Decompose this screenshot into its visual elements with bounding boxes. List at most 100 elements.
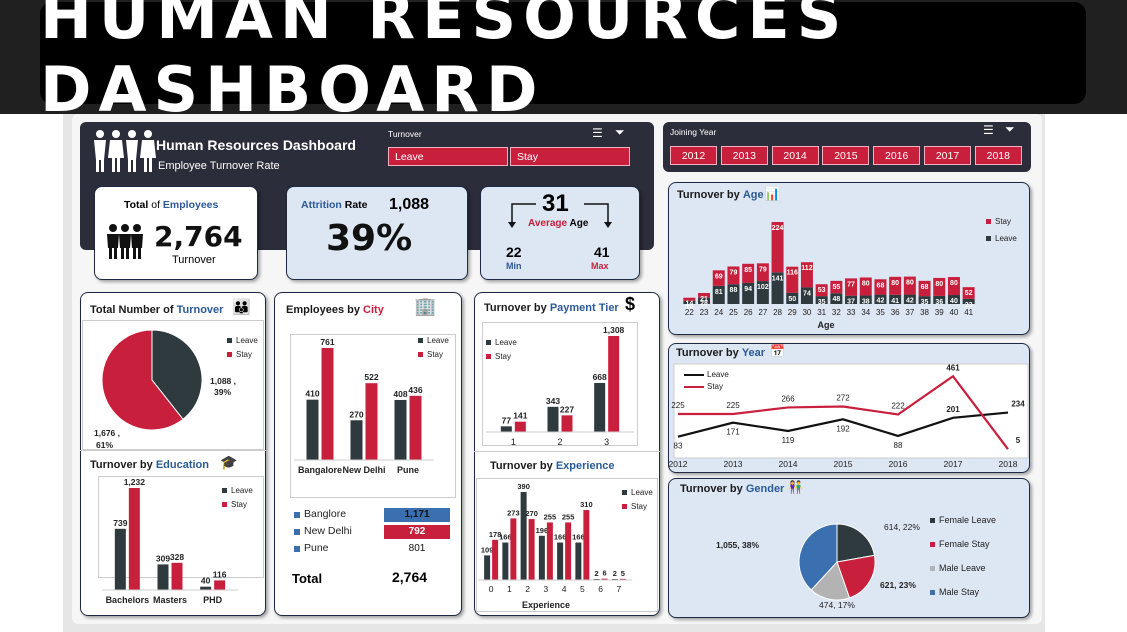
year-button-2016[interactable]: 2016	[873, 146, 921, 165]
bar-label: 80	[906, 280, 914, 287]
line-label: 119	[782, 436, 795, 445]
pie-slice-stay	[101, 329, 184, 431]
category-label: 39	[935, 308, 944, 317]
dashboard: Human Resources Dashboard Employee Turno…	[72, 114, 1042, 624]
bar-leave-age-24	[712, 285, 725, 304]
bar-label: 102	[757, 284, 769, 291]
category-label: Masters	[153, 595, 187, 605]
bar-stay-2	[561, 415, 573, 432]
year-button-2017[interactable]: 2017	[924, 146, 971, 165]
bar-leave-age-31	[815, 296, 828, 304]
bar-label: 80	[935, 281, 943, 288]
city-total-label: Total	[292, 571, 323, 586]
bar-stay-age-40	[947, 277, 960, 296]
multi-select-icon[interactable]: ☰	[592, 126, 603, 140]
bar-leave-age-34	[859, 295, 872, 304]
pie-label-leave: 1,088 ,	[210, 376, 236, 386]
pie-label-male-stay: 1,055, 38%	[716, 540, 759, 550]
experience-legend: Leave Stay	[622, 486, 653, 514]
year-filter-icon[interactable]: ⏷	[1005, 122, 1015, 136]
bar-stay-7	[619, 578, 626, 580]
bar-leave-bangalore	[306, 399, 319, 460]
x-tick: 2017	[944, 459, 963, 469]
dollar-icon: $	[625, 294, 636, 314]
year-multi-select-icon[interactable]: ☰	[983, 123, 994, 137]
bar-leave-3	[594, 382, 606, 432]
bar-label: 166	[499, 533, 512, 542]
year-title: Turnover by Year	[676, 347, 766, 359]
pie-label-stay-pct: 61%	[96, 440, 113, 450]
bar-leave-age-22	[683, 300, 696, 304]
bar-label: 80	[891, 280, 899, 287]
bar-label: 85	[744, 267, 752, 274]
category-label: 30	[802, 308, 811, 317]
line-stay	[678, 374, 1009, 450]
bar-label: 77	[847, 281, 855, 288]
bar-label: 21	[700, 296, 708, 303]
bar-stay-0	[492, 539, 499, 580]
bar-label: 270	[525, 509, 538, 518]
year-button-2014[interactable]: 2014	[771, 146, 819, 165]
bar-stay-bangalore	[321, 348, 334, 460]
average-age-label: Average Age	[528, 218, 589, 229]
gender-title: Turnover by Gender	[680, 483, 785, 495]
bar-label: 255	[544, 512, 557, 521]
city-total-value: 2,764	[392, 569, 428, 585]
bar-label: 328	[170, 552, 184, 562]
year-button-2015[interactable]: 2015	[822, 146, 870, 165]
turnover-total-pie: 1,088 ,39% 1,676 , 61%	[94, 329, 236, 450]
bar-label: 80	[950, 280, 958, 287]
bar-label: 109	[481, 545, 494, 554]
slicer-leave[interactable]: Leave	[388, 147, 508, 166]
bar-label: 23	[965, 302, 973, 309]
bar-label: 5	[621, 569, 625, 578]
year-button-2018[interactable]: 2018	[974, 146, 1022, 165]
gender-legend-item: Male Stay	[930, 580, 996, 604]
slicer-stay[interactable]: Stay	[510, 147, 630, 166]
header-title: Human Resources Dashboard	[156, 137, 356, 153]
bar-leave-age-27	[756, 281, 769, 304]
education-title: Turnover by Education	[90, 459, 209, 471]
bar-label: 81	[715, 289, 723, 296]
bar-stay-age-41	[962, 287, 975, 299]
category-label: 2	[557, 437, 562, 447]
bar-chart-icon: 📊	[764, 186, 781, 201]
filter-icon[interactable]: ⏷	[615, 125, 625, 139]
bar-label: 116	[213, 569, 227, 579]
bar-label: 14	[685, 304, 693, 311]
age-max-value: 41	[594, 244, 610, 260]
year-button-2012[interactable]: 2012	[670, 146, 717, 165]
bar-label: 166	[572, 533, 585, 542]
bar-label: 309	[156, 553, 170, 563]
bar-stay-age-39	[933, 277, 946, 296]
bar-leave-3	[538, 535, 545, 580]
gender-legend: Female Leave Female Stay Male Leave Male St…	[930, 508, 996, 604]
bar-stay-age-32	[830, 280, 843, 294]
building-icon: 🏢	[414, 296, 437, 316]
bar-label: 196	[536, 526, 549, 535]
bar-label: 224	[772, 225, 784, 232]
bar-leave-age-40	[947, 295, 960, 304]
bar-leave-age-38	[918, 296, 931, 304]
banner-title: HUMAN RESOURCES DASHBOARD	[40, 0, 849, 126]
bar-stay-age-24	[712, 270, 725, 286]
bar-leave-masters	[157, 564, 169, 590]
bar-stay-age-38	[918, 280, 931, 297]
bar-leave-2	[520, 492, 527, 580]
x-tick: 2018	[999, 459, 1018, 469]
year-button-2013[interactable]: 2013	[720, 146, 768, 165]
city-table-name: Banglore	[304, 508, 347, 520]
line-label: 201	[946, 405, 960, 414]
category-label: Pune	[397, 465, 419, 475]
category-label: 0	[489, 584, 494, 594]
bar-stay-masters	[171, 562, 183, 590]
category-label: 26	[744, 308, 753, 317]
header-subtitle: Employee Turnover Rate	[158, 160, 280, 172]
category-label: 5	[580, 584, 585, 594]
bar-stay-phd	[214, 580, 226, 590]
attrition-card	[286, 186, 468, 280]
attrition-label: Attrition Rate	[301, 199, 368, 211]
pie-label-stay: 1,676 ,	[94, 428, 120, 438]
category-label: 23	[700, 308, 709, 317]
